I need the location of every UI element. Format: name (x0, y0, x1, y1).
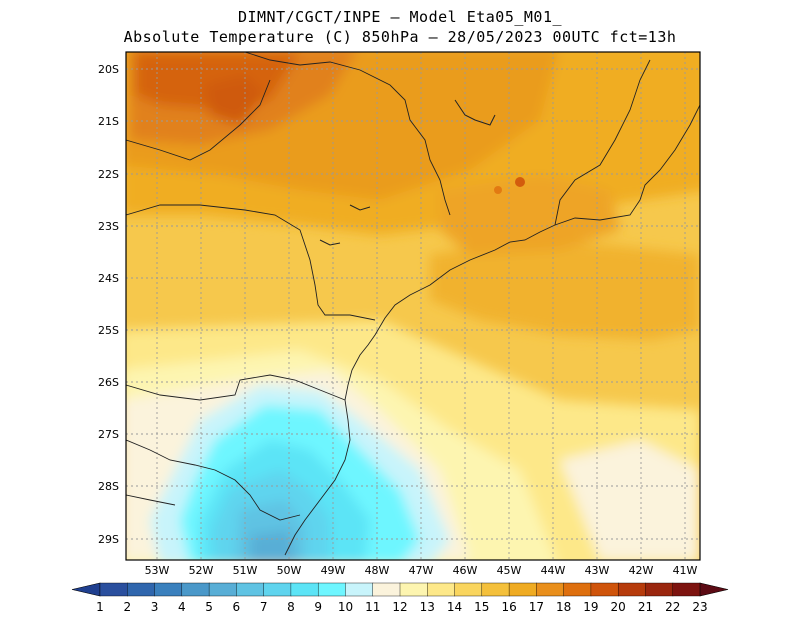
border-ms-sp (244, 52, 451, 216)
colorbar-swatch (99, 582, 128, 597)
lat-label: 26S (98, 376, 119, 389)
boundaries (126, 52, 700, 556)
lon-label: 45W (497, 564, 522, 577)
colorbar-label: 15 (474, 600, 489, 614)
colorbar-swatch (127, 582, 156, 597)
lat-label: 24S (98, 272, 119, 285)
graticule (126, 52, 700, 560)
colorbar-swatch (590, 582, 619, 597)
lat-label: 27S (98, 428, 119, 441)
colorbar-label: 8 (287, 600, 295, 614)
lon-label: 51W (233, 564, 258, 577)
colorbar-swatch (208, 582, 237, 597)
lat-label: 29S (98, 533, 119, 546)
colorbar-label: 18 (556, 600, 571, 614)
lon-label: 53W (145, 564, 170, 577)
colorbar-label: 11 (365, 600, 380, 614)
lon-label: 52W (189, 564, 214, 577)
lat-label: 21S (98, 115, 119, 128)
colorbar-swatch (372, 582, 401, 597)
title-line-1: DIMNT/CGCT/INPE — Model Eta05_M01_ (237, 8, 563, 26)
colorbar: 1 2 3 4 5 6 7 8 9 10 11 12 13 14 15 16 17 18 19 20 21 22 23 (71, 582, 729, 614)
colorbar-label: 1 (96, 600, 104, 614)
lat-label: 20S (98, 63, 119, 76)
colorbar-swatch (481, 582, 510, 597)
colorbar-label: 5 (205, 600, 213, 614)
colorbar-label: 3 (151, 600, 159, 614)
lon-label: 50W (277, 564, 302, 577)
colorbar-label: 13 (420, 600, 435, 614)
colorbar-swatch (427, 582, 456, 597)
colorbar-swatch (454, 582, 483, 597)
lon-label: 46W (453, 564, 478, 577)
lon-label: 44W (541, 564, 566, 577)
colorbar-swatch (399, 582, 428, 597)
colorbar-swatch (645, 582, 674, 597)
map-frame (125, 51, 701, 561)
title-line-2: Absolute Temperature (C) 850hPa — 28/05/… (123, 28, 677, 46)
colorbar-label: 2 (123, 600, 131, 614)
temperature-field (126, 52, 700, 560)
lat-label: 23S (98, 220, 119, 233)
latitude-labels: 20S 21S 22S 23S 24S 25S 26S 27S 28S 29S (98, 63, 119, 546)
colorbar-label: 23 (692, 600, 707, 614)
colorbar-label: 21 (638, 600, 653, 614)
colorbar-label: 4 (178, 600, 186, 614)
colorbar-swatch (154, 582, 183, 597)
lon-label: 49W (321, 564, 346, 577)
colorbar-label: 19 (583, 600, 598, 614)
colorbar-swatch (345, 582, 374, 597)
lat-label: 22S (98, 168, 119, 181)
colorbar-label: 16 (501, 600, 516, 614)
lon-label: 43W (585, 564, 610, 577)
colorbar-right-arrow (699, 582, 729, 597)
colorbar-swatch (317, 582, 346, 597)
lon-label: 41W (673, 564, 698, 577)
lon-label: 48W (365, 564, 390, 577)
colorbar-swatch (263, 582, 292, 597)
colorbar-swatch (290, 582, 319, 597)
colorbar-label: 12 (392, 600, 407, 614)
colorbar-swatch (508, 582, 537, 597)
lon-label: 42W (629, 564, 654, 577)
lon-label: 47W (409, 564, 434, 577)
colorbar-swatch (617, 582, 646, 597)
coastline (284, 104, 700, 556)
longitude-labels: 53W 52W 51W 50W 49W 48W 47W 46W 45W 44W … (145, 564, 698, 577)
colorbar-swatch (236, 582, 265, 597)
colorbar-label: 20 (611, 600, 626, 614)
colorbar-swatch (563, 582, 592, 597)
colorbar-label: 22 (665, 600, 680, 614)
colorbar-label: 17 (529, 600, 544, 614)
colorbar-swatch (672, 582, 701, 597)
colorbar-label: 14 (447, 600, 462, 614)
colorbar-label: 7 (260, 600, 268, 614)
colorbar-label: 9 (314, 600, 322, 614)
colorbar-left-arrow (71, 582, 101, 597)
colorbar-label: 6 (233, 600, 241, 614)
lat-label: 28S (98, 480, 119, 493)
colorbar-swatch (181, 582, 210, 597)
lat-label: 25S (98, 324, 119, 337)
colorbar-label: 10 (338, 600, 353, 614)
colorbar-swatch (536, 582, 565, 597)
